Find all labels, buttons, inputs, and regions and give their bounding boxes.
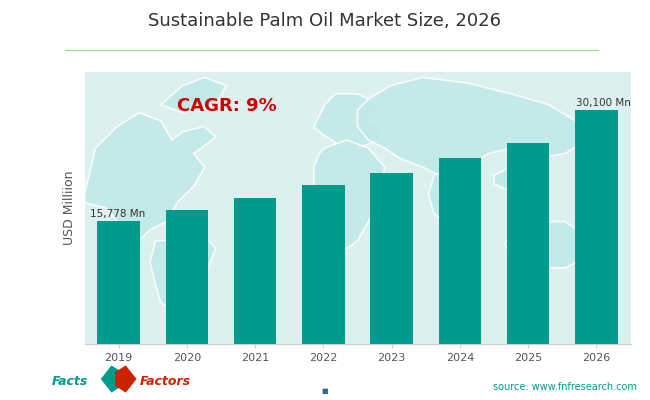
Text: CAGR: 9%: CAGR: 9% bbox=[177, 97, 276, 115]
Bar bbox=[370, 173, 413, 344]
Text: Facts: Facts bbox=[52, 375, 88, 388]
Polygon shape bbox=[150, 230, 216, 311]
Bar bbox=[439, 158, 481, 344]
Polygon shape bbox=[358, 78, 587, 175]
Polygon shape bbox=[314, 140, 385, 249]
Polygon shape bbox=[494, 167, 532, 189]
Text: 15,778 Mn: 15,778 Mn bbox=[90, 209, 145, 219]
Text: 30,100 Mn: 30,100 Mn bbox=[576, 98, 630, 108]
Y-axis label: USD Milliion: USD Milliion bbox=[63, 171, 76, 245]
Polygon shape bbox=[101, 366, 122, 393]
Polygon shape bbox=[428, 167, 467, 222]
Bar bbox=[575, 110, 618, 344]
Text: ■: ■ bbox=[322, 388, 328, 394]
Polygon shape bbox=[115, 366, 136, 393]
Polygon shape bbox=[314, 94, 385, 148]
Text: Factors: Factors bbox=[140, 375, 191, 388]
Text: source: www.fnfresearch.com: source: www.fnfresearch.com bbox=[493, 382, 637, 392]
Polygon shape bbox=[84, 113, 216, 241]
Polygon shape bbox=[505, 222, 587, 268]
Polygon shape bbox=[161, 78, 226, 113]
Text: Sustainable Palm Oil Market Size, 2026: Sustainable Palm Oil Market Size, 2026 bbox=[148, 12, 502, 30]
Bar bbox=[98, 221, 140, 344]
Bar bbox=[234, 198, 276, 344]
Bar bbox=[507, 144, 549, 344]
Bar bbox=[302, 185, 344, 344]
Bar bbox=[166, 210, 208, 344]
